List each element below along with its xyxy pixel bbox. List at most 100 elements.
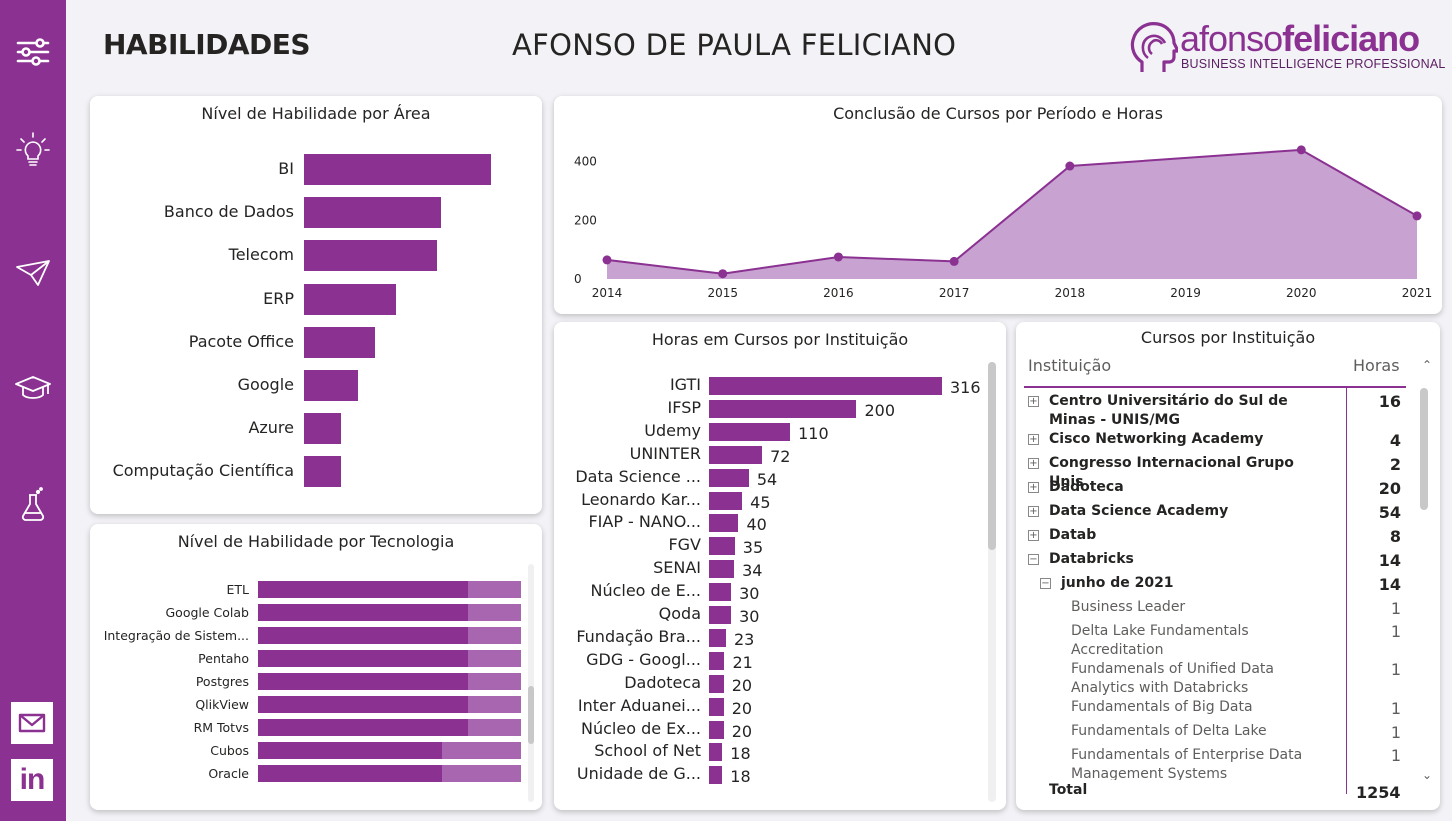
bar[interactable]	[709, 514, 739, 533]
data-point[interactable]	[1065, 161, 1075, 171]
bar[interactable]	[709, 491, 743, 510]
bar[interactable]	[709, 606, 732, 624]
linkedin-icon[interactable]: in	[11, 759, 53, 801]
bar[interactable]	[304, 370, 359, 401]
data-point[interactable]	[949, 256, 959, 266]
column-header-institution[interactable]: Instituição	[1028, 356, 1112, 375]
table-row[interactable]: Delta Lake Fundamentals Accreditation 1	[1028, 622, 1404, 660]
data-label: 20	[731, 721, 753, 741]
bar[interactable]	[709, 445, 763, 464]
bar-label: Telecom	[228, 245, 294, 265]
bar[interactable]	[709, 560, 735, 579]
bar-label: School of Net	[594, 741, 701, 761]
tech-scrollbar-track[interactable]	[528, 564, 534, 802]
table-scrollbar-thumb[interactable]	[1420, 388, 1428, 510]
lightbulb-icon[interactable]	[11, 128, 55, 172]
bar[interactable]	[258, 765, 443, 782]
data-point[interactable]	[1296, 145, 1306, 155]
flask-icon[interactable]	[11, 484, 55, 528]
bar[interactable]	[709, 697, 724, 716]
bar[interactable]	[304, 326, 376, 358]
paper-plane-icon[interactable]	[11, 250, 55, 294]
bar-label: Banco de Dados	[163, 202, 294, 222]
table-row[interactable]: − Databricks 14	[1028, 550, 1404, 574]
table-row[interactable]: Business Leader 1	[1028, 598, 1404, 622]
bar[interactable]	[709, 651, 725, 670]
sidebar: in	[0, 0, 66, 821]
expand-icon[interactable]: +	[1028, 506, 1039, 517]
collapse-icon[interactable]: −	[1028, 554, 1039, 565]
bar[interactable]	[709, 468, 749, 487]
bar[interactable]	[709, 743, 723, 762]
bar-label: Dadoteca	[624, 672, 701, 692]
column-header-hours[interactable]: Horas	[1353, 356, 1400, 375]
bar[interactable]	[258, 673, 469, 690]
table-row[interactable]: + Congresso Internacional Grupo Unis 2	[1028, 454, 1404, 490]
table-row[interactable]: + Dadoteca 20	[1028, 478, 1404, 502]
email-icon[interactable]	[11, 702, 53, 744]
bar[interactable]	[709, 377, 942, 395]
expand-icon[interactable]: +	[1028, 458, 1039, 469]
bar-label: QlikView	[195, 697, 249, 712]
bar[interactable]	[258, 719, 469, 736]
bar[interactable]	[258, 581, 469, 598]
table-row[interactable]: + Cisco Networking Academy 4	[1028, 430, 1404, 454]
bar[interactable]	[304, 413, 342, 445]
bar[interactable]	[709, 399, 857, 418]
table-row[interactable]: Fundamentals of Enterprise Data Manageme…	[1028, 746, 1404, 780]
bar-label: Fundação Bra...	[576, 626, 701, 646]
expand-icon[interactable]: +	[1028, 396, 1039, 407]
bar[interactable]	[304, 154, 491, 185]
bar[interactable]	[709, 674, 724, 693]
sliders-icon[interactable]	[11, 30, 55, 74]
data-point[interactable]	[602, 255, 612, 265]
table-row[interactable]: Fundamentals of Big Data 1	[1028, 698, 1404, 722]
scroll-down-arrow-icon[interactable]: ⌄	[1422, 768, 1433, 782]
row-label: Datab	[1049, 527, 1097, 543]
data-label: 18	[730, 767, 751, 787]
collapse-icon[interactable]: −	[1040, 578, 1051, 589]
data-point[interactable]	[1412, 211, 1422, 221]
bar[interactable]	[304, 197, 441, 229]
bar[interactable]	[709, 720, 724, 739]
bar[interactable]	[304, 456, 342, 488]
row-value: 1	[1390, 660, 1401, 679]
inst-scrollbar-track[interactable]	[988, 362, 996, 802]
table-row[interactable]: Fundamenals of Unified Data Analytics wi…	[1028, 660, 1404, 698]
bar-label: Data Science ...	[575, 466, 701, 486]
bar[interactable]	[304, 240, 437, 272]
bar-label: ETL	[226, 582, 250, 597]
inst-scrollbar-thumb[interactable]	[988, 362, 996, 550]
bar[interactable]	[258, 650, 469, 667]
table-row[interactable]: Fundamentals of Delta Lake 1	[1028, 722, 1404, 746]
row-value: 20	[1378, 479, 1401, 498]
bar[interactable]	[258, 604, 469, 621]
row-label: Databricks	[1049, 551, 1134, 567]
bar[interactable]	[709, 537, 735, 556]
data-point[interactable]	[718, 269, 728, 279]
bar[interactable]	[258, 696, 469, 713]
expand-icon[interactable]: +	[1028, 530, 1039, 541]
expand-icon[interactable]: +	[1028, 482, 1039, 493]
bar[interactable]	[709, 766, 723, 785]
bar[interactable]	[258, 742, 443, 759]
bar[interactable]	[709, 628, 726, 647]
linkedin-text: in	[19, 763, 46, 796]
bar[interactable]	[304, 283, 396, 315]
bar[interactable]	[709, 583, 732, 602]
scroll-up-arrow-icon[interactable]: ⌃	[1422, 358, 1433, 372]
bar-label: BI	[278, 159, 294, 178]
tech-scrollbar-thumb[interactable]	[528, 686, 534, 744]
bar[interactable]	[709, 422, 791, 441]
table-row[interactable]: + Data Science Academy 54	[1028, 502, 1404, 526]
table-row[interactable]: + Datab 8	[1028, 526, 1404, 550]
header-divider	[1024, 386, 1406, 388]
graduation-cap-icon[interactable]	[11, 366, 55, 410]
data-label: 316	[950, 378, 981, 397]
table-row[interactable]: + Centro Universitário do Sul de Minas - …	[1028, 392, 1404, 430]
row-label: junho de 2021	[1061, 575, 1174, 591]
bar[interactable]	[258, 627, 469, 644]
data-point[interactable]	[833, 252, 843, 262]
table-row[interactable]: − junho de 2021 14	[1028, 574, 1404, 598]
expand-icon[interactable]: +	[1028, 434, 1039, 445]
